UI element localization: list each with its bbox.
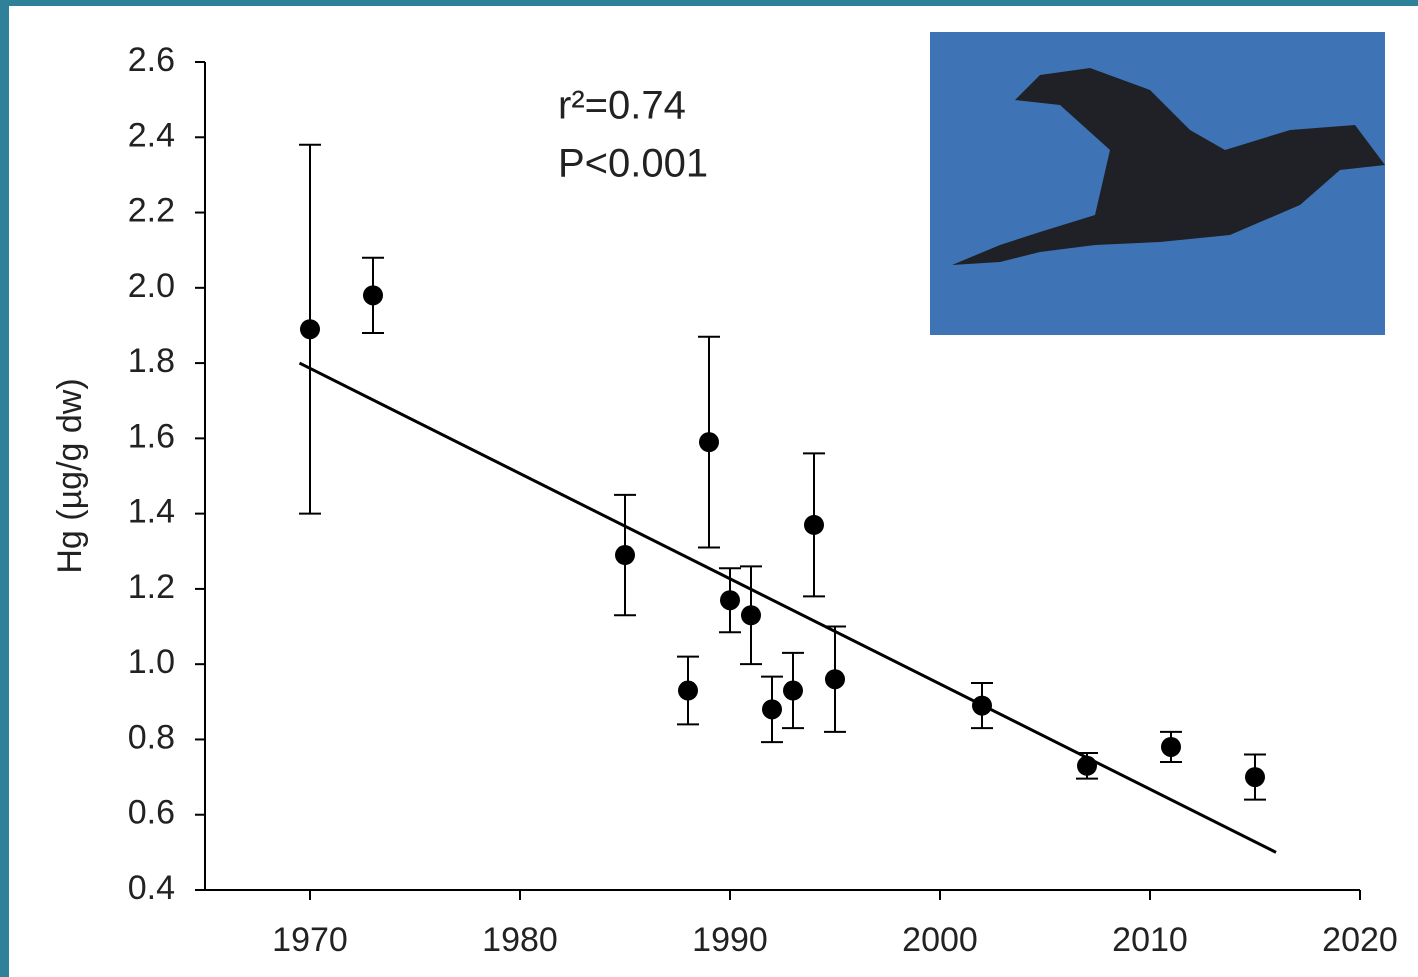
data-point: [783, 681, 803, 701]
data-point: [972, 696, 992, 716]
x-tick-label: 2020: [1322, 921, 1398, 959]
p-value: P<0.001: [558, 142, 708, 186]
data-point: [720, 590, 740, 610]
y-tick-label: 2.4: [128, 116, 175, 154]
y-tick-label: 2.2: [128, 192, 175, 230]
y-tick-label: 1.6: [128, 417, 175, 455]
data-point: [741, 605, 761, 625]
data-point: [762, 699, 782, 719]
y-tick-label: 1.8: [128, 342, 175, 380]
data-point: [363, 285, 383, 305]
left-border: [0, 0, 9, 977]
x-tick-label: 2000: [902, 921, 978, 959]
y-tick-label: 1.4: [128, 493, 175, 531]
y-tick-label: 1.2: [128, 568, 175, 606]
y-axis-label: Hg (µg/g dw): [51, 378, 89, 573]
x-tick-label: 1980: [482, 921, 558, 959]
x-tick-label: 1990: [692, 921, 768, 959]
y-tick-label: 1.0: [128, 643, 175, 681]
data-point: [300, 319, 320, 339]
data-point: [699, 432, 719, 452]
data-point: [1245, 767, 1265, 787]
y-tick-label: 2.6: [128, 41, 175, 79]
x-tick-label: 1970: [272, 921, 348, 959]
chart: Hg (µg/g dw) r²=0.74 P<0.001 0.4 0.6 0.8 1.…: [0, 0, 1418, 977]
y-tick-label: 0.8: [128, 718, 175, 756]
data-point: [615, 545, 635, 565]
y-tick-label: 0.4: [128, 869, 175, 907]
y-tick-label: 2.0: [128, 267, 175, 305]
photo-inset: [930, 32, 1385, 335]
r-squared: r²=0.74: [558, 84, 686, 128]
data-point: [804, 515, 824, 535]
data-point: [825, 669, 845, 689]
data-point: [1161, 737, 1181, 757]
top-border: [0, 0, 1418, 6]
y-tick-label: 0.6: [128, 794, 175, 832]
x-tick-label: 2010: [1112, 921, 1188, 959]
data-point: [1077, 756, 1097, 776]
data-point: [678, 681, 698, 701]
